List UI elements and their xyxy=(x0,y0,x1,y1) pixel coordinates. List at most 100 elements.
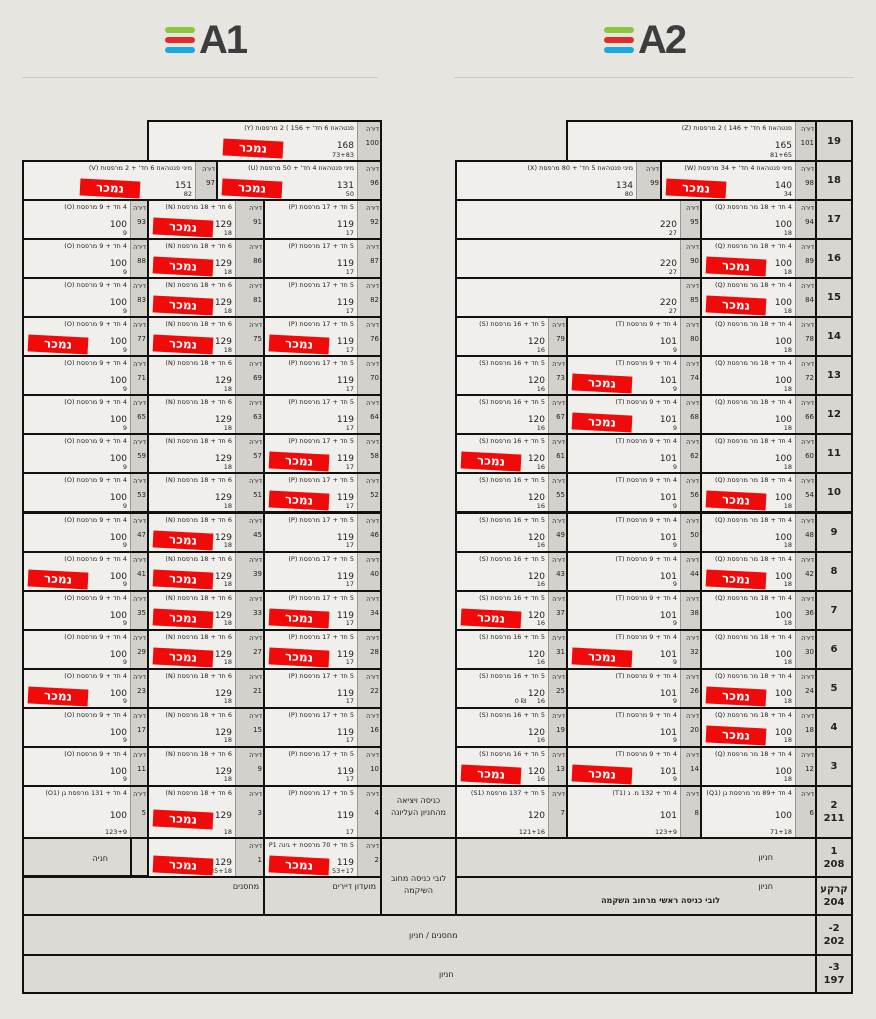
apartment-unit[interactable]: 6 חד + 18 מרפסת (N) 129 18 דירה 9 xyxy=(147,745,265,787)
apartment-unit[interactable]: 6 חד + 18 מרפסת (N) 129 18 דירה 21 xyxy=(147,667,265,709)
apartment-unit[interactable]: 220 27 דירה 95 xyxy=(455,199,702,240)
apartment-unit[interactable]: 5 חד + 16 מרפסת (S) 120 16 דירה 55 xyxy=(455,472,568,514)
apartment-unit[interactable]: 4 חד + 18 מר מרפסת (Q) 100 18 נמכר דירה 54 xyxy=(700,472,817,514)
apartment-unit[interactable]: 5 חד + 17 מרפסת (P) 119 17 דירה 40 xyxy=(263,550,382,592)
apartment-unit[interactable]: 5 חד + 16 מרפסת (S) 120 16 0 ₪ דירה 25 xyxy=(455,667,568,709)
apartment-unit[interactable]: מיני פנטהאוז 5 חד' + 80 מרפסת (X) 134 80 די… xyxy=(455,160,662,201)
apartment-unit[interactable]: 5 חד + 16 מרפסת (S) 120 16 דירה 43 xyxy=(455,550,568,592)
apartment-unit[interactable]: 6 חד + 18 מרפסת (N) 129 18 דירה 63 xyxy=(147,394,265,436)
apartment-unit[interactable]: 4 חד + 9 מרפסת (T) 101 9 דירה 56 xyxy=(566,472,702,514)
apartment-unit[interactable]: 4 חד + 9 מרפסת (O) 100 9 דירה 11 xyxy=(22,745,149,787)
apartment-unit[interactable]: 5 חד + 70 מרפסת + גינה P1 119 53+17 נמכר דיר… xyxy=(263,837,382,878)
apartment-unit[interactable]: 5 חד + 17 מרפסת (P) 119 17 נמכר דירה 58 xyxy=(263,433,382,475)
apartment-unit[interactable]: 4 חד + 18 מר מרפסת (Q) 100 18 דירה 30 xyxy=(700,628,817,670)
apartment-unit[interactable]: 4 חד + 18 מר מרפסת (Q) 100 18 דירה 94 xyxy=(700,199,817,240)
apartment-unit[interactable]: 4 חד + 9 מרפסת (O) 100 9 דירה 47 xyxy=(22,511,149,553)
apartment-unit[interactable]: 4 חד + 9 מרפסת (T) 101 9 נמכר דירה 68 xyxy=(566,394,702,436)
apartment-unit[interactable]: מיני פנטהאוז 4 חד' + 50 מרפסת (U) 131 50 נמ… xyxy=(216,160,382,201)
apartment-unit[interactable]: 4 חד + 9 מרפסת (T) 101 9 נמכר דירה 14 xyxy=(566,745,702,787)
apartment-unit[interactable]: 6 חד + 18 מרפסת (N) 129 18 נמכר דירה 33 xyxy=(147,589,265,631)
apartment-unit[interactable]: 4 חד + 9 מרפסת (O) 100 9 דירה 29 xyxy=(22,628,149,670)
apartment-unit[interactable]: 4 חד + 9 מרפסת (T) 101 9 דירה 62 xyxy=(566,433,702,475)
apartment-unit[interactable]: 4 חד + 9 מרפסת (O) 100 9 דירה 59 xyxy=(22,433,149,475)
apartment-unit[interactable]: 6 חד + 18 מרפסת (N) 129 18 נמכר דירה 27 xyxy=(147,628,265,670)
apartment-unit[interactable]: 4 חד + 18 מר מרפסת (Q) 100 18 נמכר דירה 84 xyxy=(700,277,817,319)
apartment-unit[interactable]: 5 חד + 17 מרפסת (P) 119 17 נמכר דירה 28 xyxy=(263,628,382,670)
apartment-unit[interactable]: 4 חד + 9 מרפסת (O) 100 9 דירה 71 xyxy=(22,355,149,397)
apartment-unit[interactable]: 6 חד + 18 מרפסת (N) 129 18 נמכר דירה 39 xyxy=(147,550,265,592)
apartment-unit[interactable]: 5 חד + 17 מרפסת (P) 119 17 דירה 22 xyxy=(263,667,382,709)
apartment-unit[interactable]: 4 חד + 18 מר מרפסת (Q) 100 18 נמכר דירה 42 xyxy=(700,550,817,592)
apartment-unit[interactable]: 4 חד + 9 מרפסת (T) 101 9 דירה 80 xyxy=(566,316,702,358)
apartment-unit[interactable]: 4 חד + 18 מר מרפסת (Q) 100 18 דירה 66 xyxy=(700,394,817,436)
apartment-unit[interactable]: 5 חד + 17 מרפסת (P) 119 17 דירה 70 xyxy=(263,355,382,397)
apartment-unit[interactable]: 4 חד + 9 מרפסת (O) 100 9 נמכר דירה 41 xyxy=(22,550,149,592)
apartment-unit[interactable]: 5 חד + 17 מרפסת (P) 119 17 דירה 4 xyxy=(263,785,382,839)
apartment-unit[interactable]: 4 חד + 132 מ. ג (T1) 101 123+9 דירה 8 xyxy=(566,785,702,839)
apartment-unit[interactable]: 4 חד + 9 מרפסת (O) 100 9 נמכר דירה 77 xyxy=(22,316,149,358)
apartment-unit[interactable]: 5 חד + 16 מרפסת (S) 120 16 נמכר דירה 37 xyxy=(455,589,568,631)
apartment-unit[interactable]: 6 חד + 18 מרפסת (N) 129 18 דירה 69 xyxy=(147,355,265,397)
apartment-unit[interactable]: 4 חד + 18 מר מרפסת (Q) 100 18 נמכר דירה 24 xyxy=(700,667,817,709)
apartment-unit[interactable]: 4 חד + 9 מרפסת (O) 100 9 דירה 65 xyxy=(22,394,149,436)
apartment-unit[interactable]: 5 חד + 16 מרפסת (S) 120 16 נמכר דירה 61 xyxy=(455,433,568,475)
apartment-unit[interactable]: 4 חד + 18 מר מרפסת (Q) 100 18 דירה 60 xyxy=(700,433,817,475)
apartment-unit[interactable]: מיני פנטהאוז 4 חד' + 34 מרפסת (W) 140 34 נמ… xyxy=(660,160,817,201)
apartment-unit[interactable]: 5 חד + 17 מרפסת (P) 119 17 דירה 64 xyxy=(263,394,382,436)
apartment-unit[interactable]: 4 חד + 9 מרפסת (T) 101 9 דירה 44 xyxy=(566,550,702,592)
apartment-unit[interactable]: 6 חד + 18 מרפסת (N) 129 18 נמכר דירה 3 xyxy=(147,785,265,839)
apartment-unit[interactable]: 4 חד +89 מר מרפסת גן (Q1) 100 71+18 דירה 6 xyxy=(700,785,817,839)
apartment-unit[interactable]: 4 חד + 18 מר מרפסת (Q) 100 18 דירה 78 xyxy=(700,316,817,358)
apartment-unit[interactable]: 5 חד + 17 מרפסת (P) 119 17 דירה 46 xyxy=(263,511,382,553)
apartment-unit[interactable]: 4 חד + 9 מרפסת (T) 101 9 דירה 26 xyxy=(566,667,702,709)
apartment-unit[interactable]: 6 חד + 18 מרפסת (N) 129 18 נמכר דירה 45 xyxy=(147,511,265,553)
apartment-unit[interactable]: 4 חד + 9 מרפסת (O) 100 9 דירה 35 xyxy=(22,589,149,631)
apartment-unit[interactable]: 5 חד + 17 מרפסת (P) 119 17 דירה 82 xyxy=(263,277,382,319)
apartment-unit[interactable]: פנטהאוז 6 חד' + 146 ) 2 מרפסות (Z) 165 81+… xyxy=(566,120,817,162)
apartment-unit[interactable]: 4 חד + 9 מרפסת (O) 100 9 דירה 17 xyxy=(22,706,149,748)
apartment-unit[interactable]: 4 חד + 9 מרפסת (O) 100 9 דירה 88 xyxy=(22,238,149,280)
apartment-unit[interactable]: 5 חד + 17 מרפסת (P) 119 17 דירה 10 xyxy=(263,745,382,787)
apartment-unit[interactable]: 4 חד + 9 מרפסת (O) 100 9 דירה 53 xyxy=(22,472,149,514)
apartment-unit[interactable]: 4 חד + 9 מרפסת (T) 101 9 דירה 20 xyxy=(566,706,702,748)
apartment-unit[interactable]: 5 חד + 16 מרפסת (S) 120 16 דירה 49 xyxy=(455,511,568,553)
apartment-unit[interactable]: 6 חד + 18 מרפסת (N) 129 18 נמכר דירה 86 xyxy=(147,238,265,280)
apartment-unit[interactable]: 129 135+18 נמכר דירה 1 xyxy=(147,837,265,878)
apartment-unit[interactable]: 4 חד + 9 מרפסת (O) 100 9 דירה 83 xyxy=(22,277,149,319)
apartment-unit[interactable]: 4 חד + 9 מרפסת (O) 100 9 דירה 93 xyxy=(22,199,149,240)
apartment-unit[interactable]: 5 חד + 16 מרפסת (S) 120 16 נמכר דירה 13 xyxy=(455,745,568,787)
apartment-unit[interactable]: 6 חד + 18 מרפסת (N) 129 18 דירה 15 xyxy=(147,706,265,748)
apartment-unit[interactable]: 4 חד + 18 מר מרפסת (Q) 100 18 דירה 12 xyxy=(700,745,817,787)
apartment-unit[interactable]: 5 חד + 17 מרפסת (P) 119 17 דירה 16 xyxy=(263,706,382,748)
apartment-unit[interactable]: 4 חד + 9 מרפסת (T) 101 9 דירה 50 xyxy=(566,511,702,553)
apartment-unit[interactable]: 4 חד + 9 מרפסת (T) 101 9 דירה 38 xyxy=(566,589,702,631)
apartment-unit[interactable]: 4 חד + 18 מר מרפסת (Q) 100 18 דירה 36 xyxy=(700,589,817,631)
apartment-unit[interactable]: 4 חד + 131 מרפסת גן (O1) 100 123+9 דירה 5 xyxy=(22,785,149,839)
apartment-unit[interactable]: 5 חד + 16 מרפסת (S) 120 16 דירה 31 xyxy=(455,628,568,670)
apartment-unit[interactable]: 4 חד + 18 מר מרפסת (Q) 100 18 דירה 48 xyxy=(700,511,817,553)
apartment-unit[interactable]: 5 חד + 17 מרפסת (P) 119 17 נמכר דירה 52 xyxy=(263,472,382,514)
apartment-unit[interactable]: מיני פנטהאוז 6 חד' + 2 מרפסות (V) 151 82 נמ… xyxy=(22,160,218,201)
apartment-unit[interactable]: 4 חד + 18 מר מרפסת (Q) 100 18 נמכר דירה 18 xyxy=(700,706,817,748)
apartment-unit[interactable]: 5 חד + 16 מרפסת (S) 120 16 דירה 73 xyxy=(455,355,568,397)
apartment-unit[interactable]: 6 חד + 18 מרפסת (N) 129 18 נמכר דירה 91 xyxy=(147,199,265,240)
apartment-unit[interactable]: 4 חד + 9 מרפסת (O) 100 9 נמכר דירה 23 xyxy=(22,667,149,709)
apartment-unit[interactable]: 6 חד + 18 מרפסת (N) 129 18 נמכר דירה 81 xyxy=(147,277,265,319)
apartment-unit[interactable]: 220 27 דירה 85 xyxy=(455,277,702,319)
apartment-unit[interactable]: 4 חד + 9 מרפסת (T) 101 9 נמכר דירה 74 xyxy=(566,355,702,397)
apartment-unit[interactable]: 5 חד + 17 מרפסת (P) 119 17 נמכר דירה 34 xyxy=(263,589,382,631)
apartment-unit[interactable]: 4 חד + 18 מר מרפסת (Q) 100 18 נמכר דירה 89 xyxy=(700,238,817,280)
apartment-unit[interactable]: 5 חד + 17 מרפסת (P) 119 17 נמכר דירה 76 xyxy=(263,316,382,358)
apartment-unit[interactable]: 5 חד + 16 מרפסת (S) 120 16 דירה 67 xyxy=(455,394,568,436)
apartment-unit[interactable]: 6 חד + 18 מרפסת (N) 129 18 נמכר דירה 75 xyxy=(147,316,265,358)
apartment-unit[interactable]: 5 חד + 17 מרפסת (P) 119 17 דירה 92 xyxy=(263,199,382,240)
apartment-unit[interactable]: פנטהאוז 6 חד' + 156 ) 2 מרפסות (Y) 168 73+… xyxy=(147,120,382,162)
apartment-unit[interactable]: 4 חד + 9 מרפסת (T) 101 9 נמכר דירה 32 xyxy=(566,628,702,670)
apartment-unit[interactable]: 5 חד + 137 מרפסת (S1) 120 121+16 דירה 7 xyxy=(455,785,568,839)
apartment-unit[interactable]: 5 חד + 16 מרפסת (S) 120 16 דירה 19 xyxy=(455,706,568,748)
apartment-unit[interactable]: 5 חד + 17 מרפסת (P) 119 17 דירה 87 xyxy=(263,238,382,280)
apartment-unit[interactable]: 5 חד + 16 מרפסת (S) 120 16 דירה 79 xyxy=(455,316,568,358)
apartment-unit[interactable]: 6 חד + 18 מרפסת (N) 129 18 דירה 51 xyxy=(147,472,265,514)
apartment-unit[interactable]: 4 חד + 18 מר מרפסת (Q) 100 18 דירה 72 xyxy=(700,355,817,397)
apartment-unit[interactable]: 220 27 דירה 90 xyxy=(455,238,702,280)
